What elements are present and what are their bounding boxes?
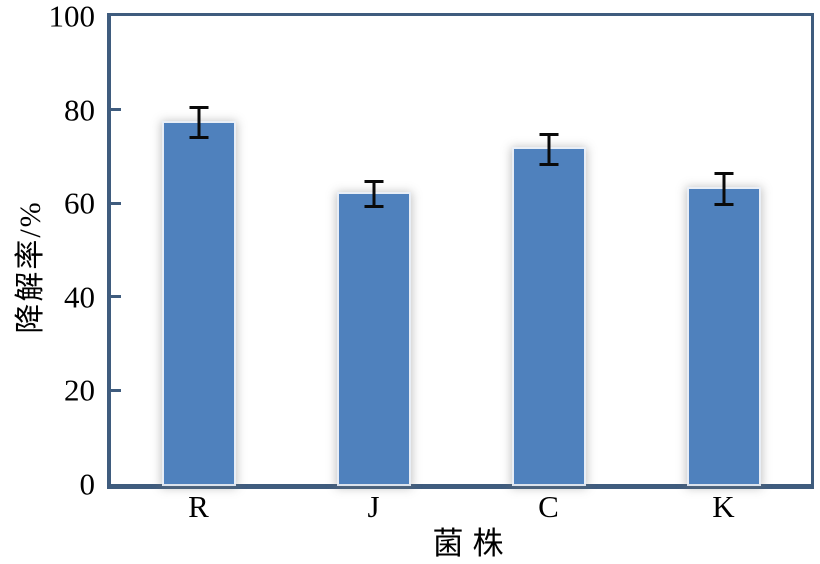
y-tick-label: 80 bbox=[64, 92, 95, 128]
y-tick-mark bbox=[111, 388, 121, 392]
error-bar-cap bbox=[539, 162, 558, 166]
y-axis-title: 降解率/% bbox=[14, 200, 47, 334]
y-tick-mark bbox=[111, 201, 121, 205]
bar-J bbox=[338, 193, 409, 484]
bar-R bbox=[163, 122, 234, 484]
error-bar-C bbox=[547, 134, 550, 165]
error-bar-K bbox=[722, 173, 725, 205]
bar-K bbox=[688, 189, 759, 484]
y-tick-label: 0 bbox=[79, 466, 96, 502]
y-tick-label: 20 bbox=[64, 372, 95, 408]
error-bar-cap bbox=[714, 203, 733, 207]
error-bar-cap bbox=[189, 106, 208, 110]
x-category-label-C: C bbox=[538, 489, 559, 524]
error-bar-cap bbox=[189, 136, 208, 140]
y-tick-mark bbox=[111, 295, 121, 299]
y-tick-mark bbox=[111, 108, 121, 112]
error-bar-cap bbox=[714, 172, 733, 176]
x-category-label-K: K bbox=[712, 489, 735, 524]
x-category-label-R: R bbox=[188, 489, 209, 524]
plot-area: 0 20 40 60 80 100 R J C K bbox=[49, 1, 814, 522]
error-bar-cap bbox=[364, 204, 383, 208]
error-bar-J bbox=[372, 181, 375, 206]
error-bar-R bbox=[197, 107, 200, 138]
x-axis-title: 菌株 bbox=[432, 526, 513, 561]
y-tick-label: 100 bbox=[48, 0, 96, 34]
x-category-label-J: J bbox=[367, 489, 380, 524]
bar-C bbox=[513, 149, 584, 484]
error-bar-cap bbox=[539, 132, 558, 136]
error-bar-cap bbox=[364, 180, 383, 184]
y-tick-label: 60 bbox=[64, 185, 95, 221]
y-tick-label: 40 bbox=[64, 279, 95, 315]
